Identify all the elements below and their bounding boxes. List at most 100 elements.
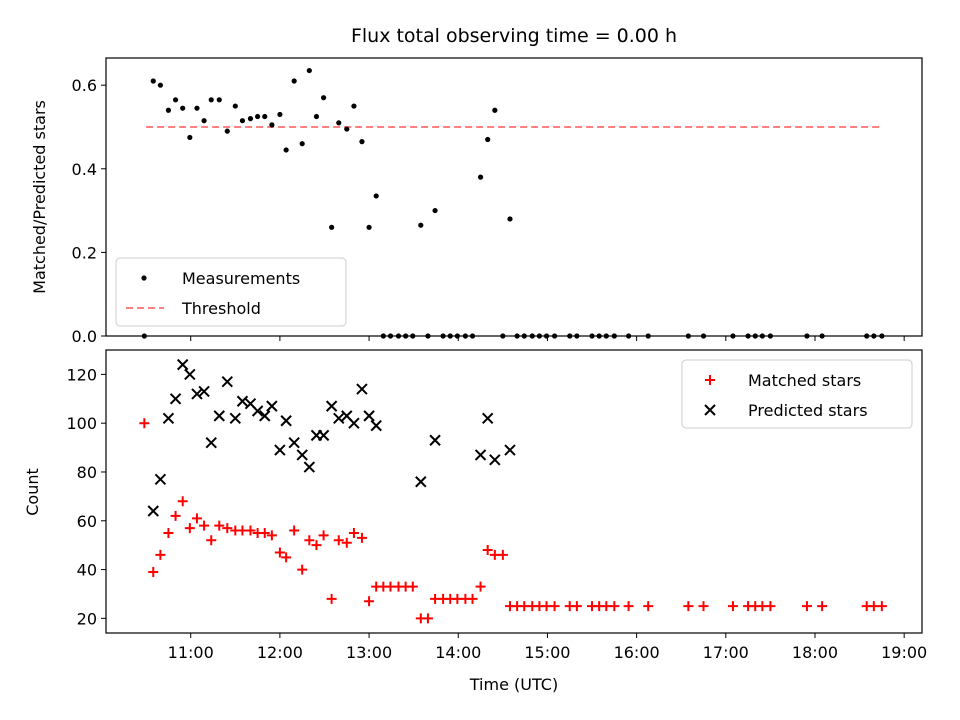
measurement-point	[432, 207, 438, 214]
top-y-tick-label: 0.2	[72, 243, 97, 262]
predicted-star-point	[251, 405, 264, 417]
measurement-point	[359, 139, 365, 145]
measurement-point	[543, 333, 550, 339]
matched-star-point	[214, 520, 225, 531]
matched-star-point	[245, 525, 256, 536]
x-tick-label: 12:00	[257, 643, 303, 662]
top-panel: Flux total observing time = 0.00 h 0.00.…	[30, 25, 923, 346]
measurement-point	[150, 78, 156, 84]
matched-star-point	[304, 535, 315, 546]
measurement-point	[492, 107, 498, 113]
measurement-point	[208, 97, 214, 103]
top-y-tick-label: 0.6	[72, 76, 97, 95]
matched-star-point	[407, 581, 418, 592]
measurement-point	[351, 103, 357, 109]
series-matched-stars	[139, 418, 887, 624]
predicted-star-point	[213, 410, 225, 422]
top-legend: Measurements Threshold	[115, 257, 347, 327]
matched-star-point	[297, 564, 308, 575]
matched-star-point	[609, 601, 620, 612]
measurement-point	[201, 118, 207, 124]
measurement-point	[329, 224, 335, 230]
top-legend-box	[115, 257, 347, 327]
bottom-y-tick-label: 60	[77, 512, 97, 531]
measurement-point	[589, 333, 595, 339]
predicted-star-point	[280, 415, 292, 427]
predicted-star-point	[162, 412, 175, 425]
matched-star-point	[206, 535, 217, 546]
x-tick-label: 19:00	[881, 643, 927, 662]
measurement-point	[500, 333, 506, 339]
measurement-point	[625, 333, 632, 339]
measurement-point	[410, 333, 416, 339]
bottom-legend-box	[681, 359, 913, 429]
top-y-tick-label: 0.0	[72, 327, 97, 346]
bottom-legend: Matched stars Predicted stars	[681, 359, 913, 429]
measurement-point	[403, 333, 409, 339]
predicted-star-point	[169, 393, 182, 405]
bottom-y-tick-label: 40	[77, 561, 97, 580]
measurement-point	[283, 147, 289, 153]
matched-star-point	[356, 532, 367, 543]
predicted-star-point	[356, 383, 368, 395]
predicted-star-point	[198, 385, 210, 398]
legend-label: Threshold	[181, 299, 261, 318]
measurement-point	[299, 141, 305, 147]
matched-star-point	[643, 601, 654, 612]
predicted-star-point	[303, 461, 316, 473]
predicted-star-point	[333, 412, 345, 425]
measurement-point	[239, 118, 246, 124]
matched-star-point	[139, 418, 150, 429]
measurement-point	[247, 116, 254, 122]
predicted-star-point	[229, 412, 242, 425]
predicted-star-point	[274, 444, 286, 456]
matched-star-point	[727, 601, 738, 612]
matched-star-point	[876, 601, 887, 612]
predicted-star-point	[481, 412, 494, 425]
predicted-star-point	[205, 436, 217, 449]
matched-star-point	[549, 601, 560, 612]
measurement-point	[536, 333, 543, 339]
measurement-point	[871, 333, 877, 339]
predicted-star-point	[184, 368, 196, 381]
matched-star-point	[274, 547, 285, 558]
measurement-point	[529, 333, 535, 339]
predicted-star-point	[504, 444, 516, 456]
measurement-point	[514, 333, 520, 339]
measurement-point	[232, 103, 238, 109]
measurement-point	[172, 97, 179, 103]
x-tick-label: 15:00	[524, 643, 570, 662]
matched-star-point	[289, 525, 300, 536]
matched-star-point	[765, 601, 776, 612]
predicted-star-point	[370, 419, 382, 432]
measurement-point	[313, 113, 320, 120]
measurement-point	[387, 333, 394, 339]
measurement-point	[373, 193, 379, 199]
matched-star-point	[623, 601, 634, 612]
measurement-point	[306, 67, 312, 74]
measurement-point	[336, 120, 342, 126]
series-measurements	[141, 67, 885, 339]
x-tick-label: 18:00	[792, 643, 838, 662]
predicted-star-point	[147, 505, 159, 517]
predicted-star-point	[474, 449, 487, 461]
matched-star-point	[266, 530, 277, 541]
measurement-point	[462, 333, 468, 339]
predicted-star-point	[288, 436, 300, 449]
matched-star-point	[698, 601, 709, 612]
series-predicted-stars	[147, 358, 516, 517]
x-tick-label: 14:00	[435, 643, 481, 662]
measurement-point	[157, 82, 163, 88]
predicted-star-point	[154, 473, 167, 486]
measurement-point	[425, 333, 431, 339]
measurement-point	[879, 333, 885, 339]
measurement-point	[700, 333, 707, 339]
measurement-point	[321, 95, 327, 101]
top-y-axis-label: Matched/Predicted stars	[30, 100, 49, 294]
predicted-star-point	[296, 449, 308, 461]
measurement-point	[454, 333, 460, 339]
bottom-y-tick-label: 80	[77, 463, 97, 482]
measurement-point	[567, 333, 573, 339]
matched-star-point	[170, 510, 181, 521]
matched-star-point	[177, 496, 188, 507]
